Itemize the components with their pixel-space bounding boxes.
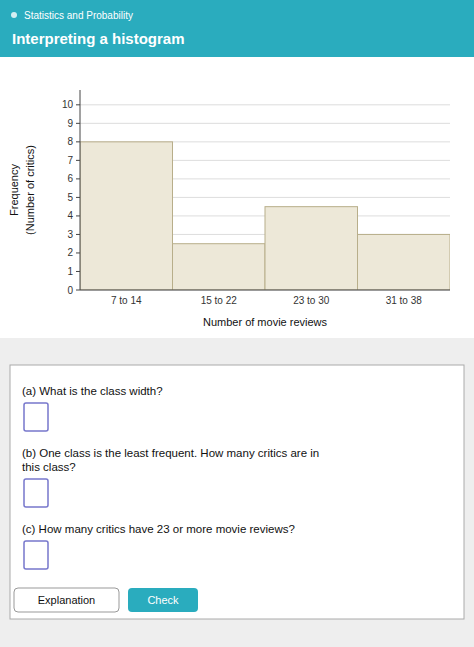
question: (c) How many critics have 23 or more mov… [22, 523, 295, 535]
answer-input[interactable] [24, 541, 48, 569]
bar [265, 207, 358, 290]
y-tick-label: 5 [67, 192, 73, 203]
y-tick-label: 10 [62, 99, 74, 110]
background [0, 0, 474, 647]
x-axis [80, 290, 450, 291]
text-line: this class? [22, 461, 76, 473]
y-tick [76, 271, 80, 272]
y-tick-label: 4 [67, 210, 73, 221]
check-button[interactable]: Check [128, 588, 198, 612]
explanation-button[interactable]: Explanation [14, 588, 119, 612]
bar [358, 234, 451, 290]
y-tick [76, 160, 80, 161]
chart-panel [0, 57, 474, 338]
button-label[interactable]: Explanation [38, 594, 96, 606]
y-tick [76, 234, 80, 235]
button-label[interactable]: Check [147, 594, 179, 606]
bar [80, 142, 173, 290]
x-tick-label: 7 to 14 [111, 295, 142, 306]
header [0, 0, 474, 57]
y-tick-label: 9 [67, 118, 73, 129]
y-tick [76, 123, 80, 124]
y-tick-label: 2 [67, 247, 73, 258]
y-tick [76, 252, 80, 253]
button-shape[interactable] [14, 588, 119, 612]
y-tick [76, 141, 80, 142]
y-tick [76, 215, 80, 216]
y-tick [76, 178, 80, 179]
y-tick-label: 8 [67, 136, 73, 147]
grid-line [80, 104, 450, 105]
y-tick-label: 3 [67, 229, 73, 240]
subtitle: Statistics and Probability [24, 10, 133, 21]
qa-box [10, 365, 464, 619]
y-tick-label: 7 [67, 155, 73, 166]
answer-input[interactable] [24, 403, 48, 431]
y-axis [80, 90, 81, 290]
y-tick [76, 104, 80, 105]
answer-input[interactable] [24, 479, 48, 507]
bars [80, 142, 450, 290]
y-tick [76, 197, 80, 198]
y-tick-label: 6 [67, 173, 73, 184]
header-dot [11, 12, 17, 18]
question: (b) One class is the least frequent. How… [22, 447, 319, 473]
y-axis-label: (Number of critics) [24, 145, 36, 235]
grid-line [80, 123, 450, 124]
y-tick [76, 290, 80, 291]
button-shape[interactable] [128, 588, 198, 612]
question: (a) What is the class width? [22, 385, 163, 397]
grid-line [80, 290, 450, 291]
bar [173, 244, 266, 290]
x-tick-label: 23 to 30 [293, 295, 330, 306]
y-tick-label: 0 [67, 285, 73, 296]
y-tick-label: 1 [67, 266, 73, 277]
page: Statistics and Probability Interpreting a… [0, 0, 474, 647]
y-axis-label: Frequency [8, 164, 20, 216]
x-tick-label: 15 to 22 [201, 295, 238, 306]
x-tick-label: 31 to 38 [386, 295, 423, 306]
title: Interpreting a histogram [12, 30, 185, 47]
text-line: (b) One class is the least frequent. How… [22, 447, 319, 459]
x-axis-label: Number of movie reviews [203, 316, 328, 328]
